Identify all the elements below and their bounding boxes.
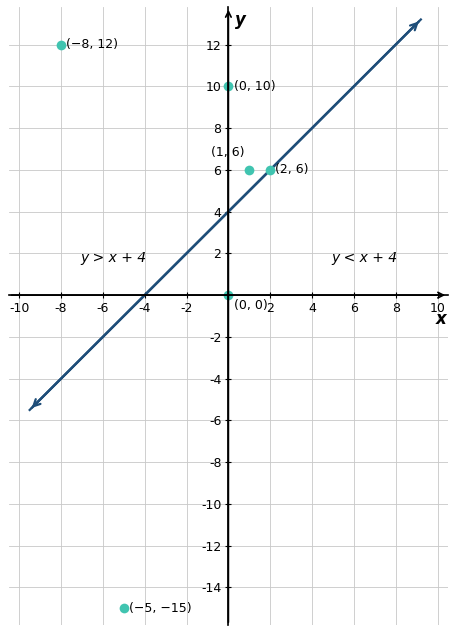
Text: y: y <box>235 11 246 29</box>
Text: (−5, −15): (−5, −15) <box>129 602 192 615</box>
Text: (2, 6): (2, 6) <box>275 163 309 176</box>
Text: y < x + 4: y < x + 4 <box>331 250 397 265</box>
Text: (0, 10): (0, 10) <box>233 80 275 93</box>
Text: x: x <box>435 310 446 328</box>
Text: (−8, 12): (−8, 12) <box>66 38 118 51</box>
Text: (1, 6): (1, 6) <box>211 147 244 159</box>
Text: (0, 0): (0, 0) <box>233 300 268 312</box>
Text: y > x + 4: y > x + 4 <box>80 250 147 265</box>
